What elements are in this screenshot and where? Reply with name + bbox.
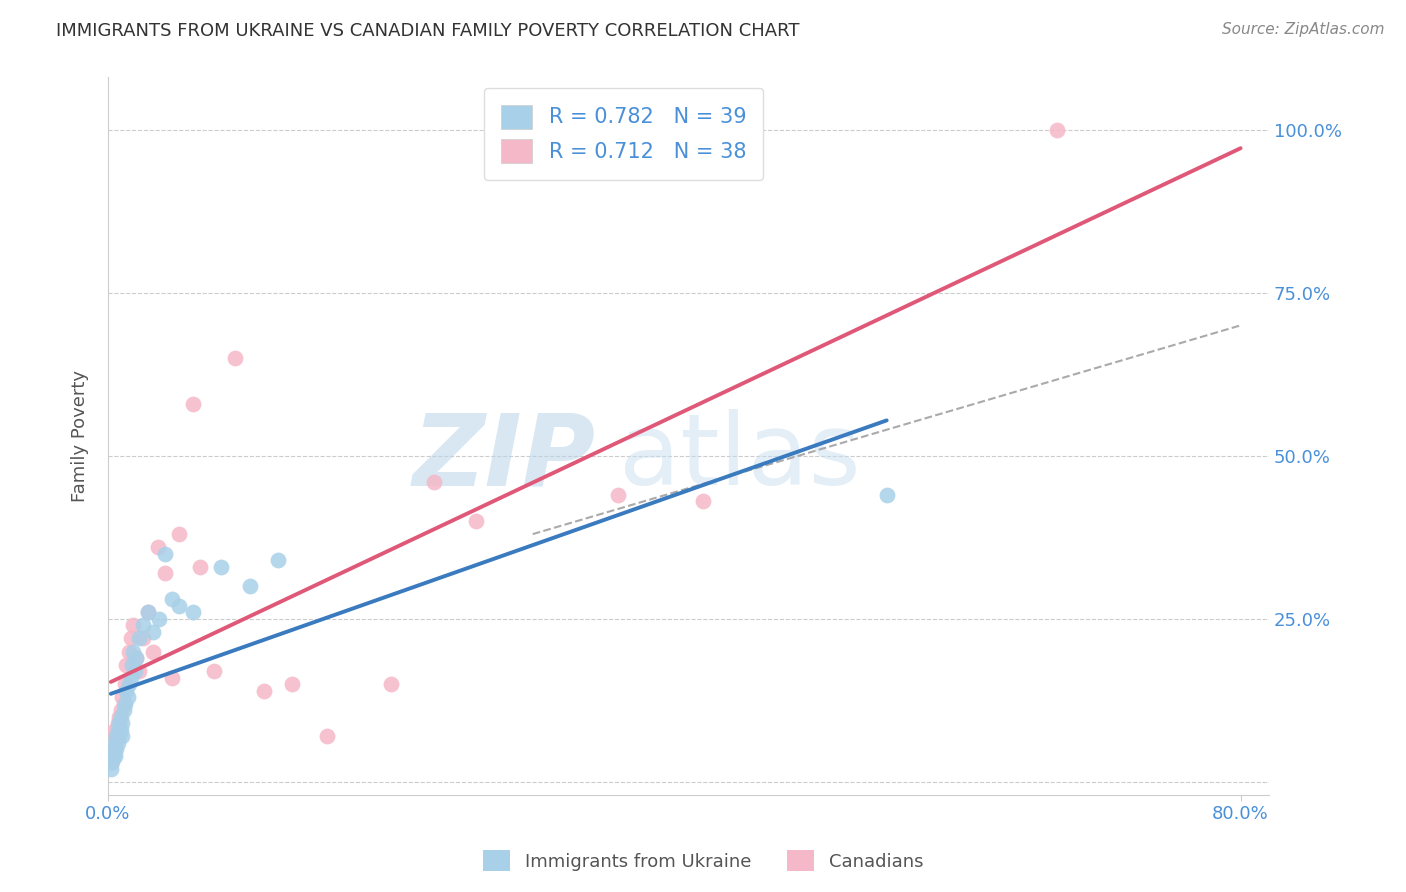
Point	[100, 762, 122, 776]
Point	[606, 488, 628, 502]
Point	[110, 703, 132, 717]
Y-axis label: Family Poverty: Family Poverty	[72, 370, 89, 502]
Point	[101, 756, 124, 770]
Point	[111, 716, 134, 731]
Point	[160, 671, 183, 685]
Point	[105, 742, 128, 756]
Point	[103, 742, 125, 756]
Point	[107, 736, 129, 750]
Point	[112, 703, 135, 717]
Point	[128, 664, 150, 678]
Point	[188, 559, 211, 574]
Point	[1045, 122, 1067, 136]
Point	[107, 723, 129, 737]
Point	[125, 651, 148, 665]
Point	[380, 677, 402, 691]
Point	[136, 606, 159, 620]
Point	[111, 690, 134, 705]
Point	[239, 579, 262, 593]
Point	[108, 710, 131, 724]
Point	[112, 697, 135, 711]
Point	[110, 723, 132, 737]
Point	[107, 716, 129, 731]
Point	[142, 624, 165, 639]
Point	[108, 730, 131, 744]
Point	[132, 618, 155, 632]
Point	[181, 397, 204, 411]
Point	[115, 683, 138, 698]
Point	[465, 514, 488, 528]
Point	[146, 540, 169, 554]
Point	[181, 606, 204, 620]
Point	[105, 730, 128, 744]
Point	[124, 664, 146, 678]
Point	[110, 710, 132, 724]
Point	[160, 592, 183, 607]
Point	[122, 644, 145, 658]
Point	[104, 736, 127, 750]
Point	[117, 690, 139, 705]
Text: IMMIGRANTS FROM UKRAINE VS CANADIAN FAMILY POVERTY CORRELATION CHART: IMMIGRANTS FROM UKRAINE VS CANADIAN FAMI…	[56, 22, 800, 40]
Point	[316, 730, 339, 744]
Point	[104, 723, 127, 737]
Point	[104, 748, 127, 763]
Point	[692, 494, 714, 508]
Point	[132, 632, 155, 646]
Text: atlas: atlas	[619, 409, 860, 507]
Point	[422, 475, 444, 489]
Text: Source: ZipAtlas.com: Source: ZipAtlas.com	[1222, 22, 1385, 37]
Point	[115, 657, 138, 672]
Point	[167, 599, 190, 613]
Point	[281, 677, 304, 691]
Point	[103, 748, 125, 763]
Point	[103, 742, 125, 756]
Point	[108, 716, 131, 731]
Point	[118, 644, 141, 658]
Point	[104, 736, 127, 750]
Point	[153, 566, 176, 581]
Legend: Immigrants from Ukraine, Canadians: Immigrants from Ukraine, Canadians	[475, 843, 931, 879]
Point	[209, 559, 232, 574]
Legend: R = 0.782   N = 39, R = 0.712   N = 38: R = 0.782 N = 39, R = 0.712 N = 38	[484, 87, 763, 179]
Point	[224, 351, 246, 365]
Text: ZIP: ZIP	[412, 409, 596, 507]
Point	[100, 756, 122, 770]
Point	[121, 657, 143, 672]
Point	[120, 671, 142, 685]
Point	[111, 730, 134, 744]
Point	[142, 644, 165, 658]
Point	[101, 748, 124, 763]
Point	[148, 612, 170, 626]
Point	[122, 618, 145, 632]
Point	[125, 651, 148, 665]
Point	[120, 632, 142, 646]
Point	[128, 632, 150, 646]
Point	[167, 527, 190, 541]
Point	[114, 697, 136, 711]
Point	[876, 488, 898, 502]
Point	[105, 730, 128, 744]
Point	[118, 677, 141, 691]
Point	[253, 683, 276, 698]
Point	[114, 677, 136, 691]
Point	[202, 664, 225, 678]
Point	[267, 553, 290, 567]
Point	[153, 547, 176, 561]
Point	[136, 606, 159, 620]
